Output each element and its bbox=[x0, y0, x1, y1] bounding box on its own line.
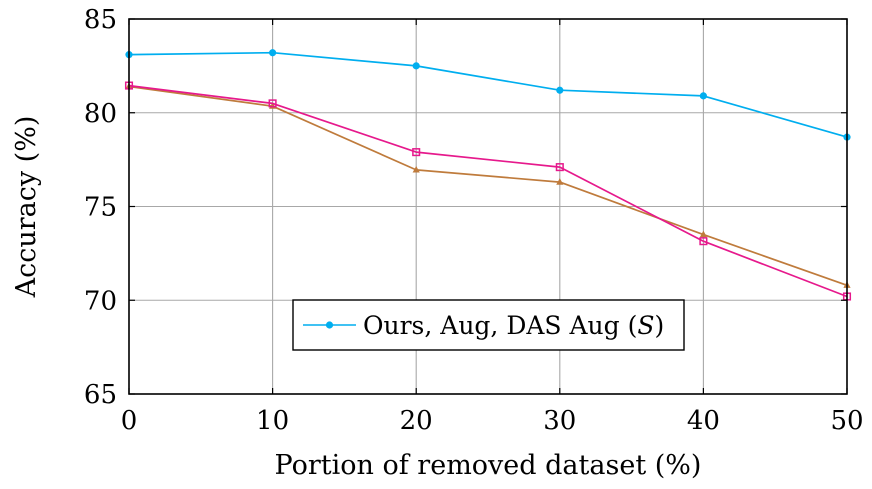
y-tick-label: 65 bbox=[84, 380, 117, 410]
data-point-circle bbox=[699, 92, 708, 100]
data-point-square bbox=[699, 237, 708, 246]
legend-label-text: Ours, Aug, DAS Aug ( bbox=[363, 311, 637, 340]
x-axis-title: Portion of removed dataset (%) bbox=[275, 450, 702, 481]
series-1 bbox=[125, 49, 851, 141]
data-point-square bbox=[555, 163, 564, 172]
data-point-square bbox=[268, 99, 277, 108]
x-tick-label: 20 bbox=[400, 406, 433, 436]
series-2 bbox=[125, 82, 851, 288]
series-3 bbox=[124, 81, 852, 301]
y-tick-label: 85 bbox=[84, 5, 117, 35]
data-point-circle bbox=[269, 49, 277, 57]
data-point-circle bbox=[556, 86, 564, 94]
y-tick-label: 80 bbox=[84, 99, 117, 129]
y-axis-title: Accuracy (%) bbox=[11, 116, 42, 299]
data-point-triangle bbox=[412, 165, 420, 173]
data-point-circle bbox=[412, 62, 420, 70]
data-point-square bbox=[412, 148, 421, 157]
y-tick-label: 75 bbox=[84, 193, 117, 223]
x-tick-label: 0 bbox=[121, 406, 138, 436]
x-tick-label: 30 bbox=[543, 406, 576, 436]
series-layer bbox=[124, 49, 852, 301]
legend-label: Ours, Aug, DAS Aug (S) bbox=[363, 311, 664, 340]
data-point-triangle bbox=[556, 178, 564, 185]
tick-marks bbox=[128, 18, 848, 395]
series-line bbox=[128, 51, 848, 138]
y-tick-label: 70 bbox=[84, 286, 117, 316]
series-line bbox=[128, 84, 848, 298]
legend-label-close: ) bbox=[655, 311, 665, 340]
x-tick-label: 10 bbox=[256, 406, 289, 436]
x-tick-label: 50 bbox=[830, 406, 863, 436]
tick-labels: 0 10 20 30 40 50 65 70 75 80 85 bbox=[84, 5, 864, 436]
legend-label-math: S bbox=[637, 311, 654, 340]
legend: Ours, Aug, DAS Aug (S) bbox=[292, 299, 685, 351]
data-point-triangle bbox=[699, 230, 707, 238]
series-line bbox=[128, 85, 848, 287]
x-tick-label: 40 bbox=[687, 406, 720, 436]
legend-box bbox=[292, 299, 685, 351]
legend-swatch-marker bbox=[325, 321, 334, 329]
